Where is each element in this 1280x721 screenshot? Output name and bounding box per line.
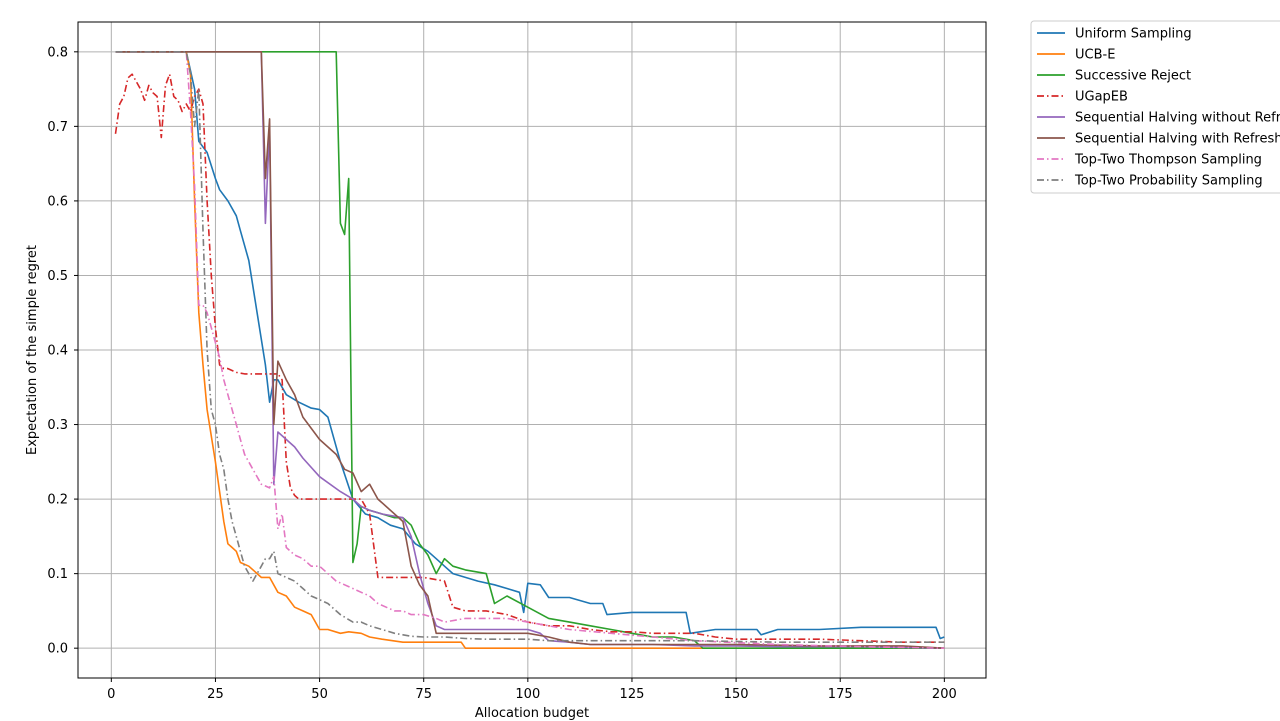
y-tick-label: 0.6 (47, 194, 68, 209)
x-tick-label: 175 (828, 687, 853, 702)
y-axis-title: Expectation of the simple regret (25, 245, 40, 455)
x-tick-label: 75 (415, 687, 432, 702)
y-tick-label: 0.5 (47, 269, 68, 284)
legend-label-2: UCB-E (1075, 48, 1115, 63)
legend-label-5: Sequential Halving without Refresh (1075, 111, 1280, 126)
x-tick-label: 200 (932, 687, 957, 702)
x-tick-label: 0 (107, 687, 115, 702)
y-tick-label: 0.4 (47, 344, 68, 359)
legend-label-1: Uniform Sampling (1075, 27, 1192, 42)
x-tick-label: 25 (207, 687, 224, 702)
y-tick-label: 0.3 (47, 418, 68, 433)
series-line-7 (115, 50, 945, 649)
y-tick-label: 0.0 (47, 642, 68, 657)
legend-label-4: UGapEB (1075, 90, 1128, 105)
y-tick-label: 0.7 (47, 120, 68, 135)
series-group (114, 50, 945, 650)
legend-label-8: Top-Two Probability Sampling (1074, 174, 1263, 189)
legend-label-7: Top-Two Thompson Sampling (1074, 153, 1262, 168)
series-line-1 (115, 50, 945, 640)
y-tick-label: 0.1 (47, 567, 68, 582)
series-line-3 (115, 50, 945, 650)
x-tick-label: 150 (724, 687, 749, 702)
y-tick-label: 0.8 (47, 45, 68, 60)
ticks: 0 25 50 75 100 125 150 175 200 0.0 0.1 0.2 0.3 0.4 0.5… (47, 45, 956, 702)
x-tick-label: 100 (515, 687, 540, 702)
legend-frame (1030, 20, 1280, 194)
legend-label-6: Sequential Halving with Refresh (1075, 132, 1280, 147)
series-line-2 (115, 50, 945, 650)
y-tick-label: 0.2 (47, 493, 68, 508)
x-tick-label: 50 (311, 687, 328, 702)
legend[interactable]: Uniform Sampling UCB-E Successive Reject UG… (1030, 20, 1280, 194)
x-axis-title: Allocation budget (475, 706, 589, 721)
legend-label-3: Successive Reject (1075, 69, 1191, 84)
x-tick-label: 125 (620, 687, 645, 702)
series-line-6 (115, 50, 945, 649)
series-line-8 (115, 50, 945, 644)
series-line-4 (114, 73, 945, 644)
